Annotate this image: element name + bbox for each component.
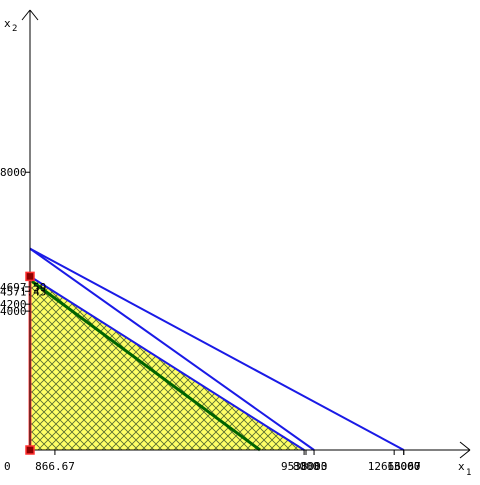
x-tick-label: 8000 — [301, 460, 328, 473]
x-tick-label: 866.67 — [35, 460, 75, 473]
axes-layer: x 2 x 1 0 — [4, 9, 471, 478]
y-axis-arrow-right — [29, 9, 39, 21]
x-axis-arrow-upper — [459, 441, 471, 451]
constraint-line-2 — [29, 247, 315, 451]
x-axis-arrow-lower — [459, 449, 471, 459]
x-tick-label: 12666.67 — [368, 460, 421, 473]
x-tick-label: 9533.33 — [281, 460, 327, 473]
y-tick-label: 4200 — [0, 298, 27, 311]
optimal-vertex-marker — [25, 271, 35, 282]
x-tick-label: 13000 — [387, 460, 420, 473]
y-axis-arrow-left — [21, 9, 31, 21]
y-axis-label: x — [4, 17, 11, 30]
y-tick-label: 4571.43 — [0, 285, 46, 298]
constraint-line-3 — [29, 247, 405, 451]
constraint-line-1 — [29, 275, 305, 451]
objective-line — [29, 278, 261, 452]
y-tick-label: 4697.59 — [0, 281, 46, 294]
origin-label: 0 — [4, 460, 11, 473]
x-tick-label: 8000 — [293, 460, 320, 473]
x-axis-subscript: 1 — [466, 468, 471, 478]
y-axis-subscript: 2 — [12, 24, 17, 34]
y-tick-label: 8000 — [0, 166, 27, 179]
y-tick-label: 4000 — [0, 305, 27, 318]
vertex-layer — [25, 271, 35, 455]
optimal-vertex-marker — [25, 445, 35, 455]
x-axis-label: x — [458, 460, 465, 473]
x-tick-label: 13000 — [387, 460, 420, 473]
